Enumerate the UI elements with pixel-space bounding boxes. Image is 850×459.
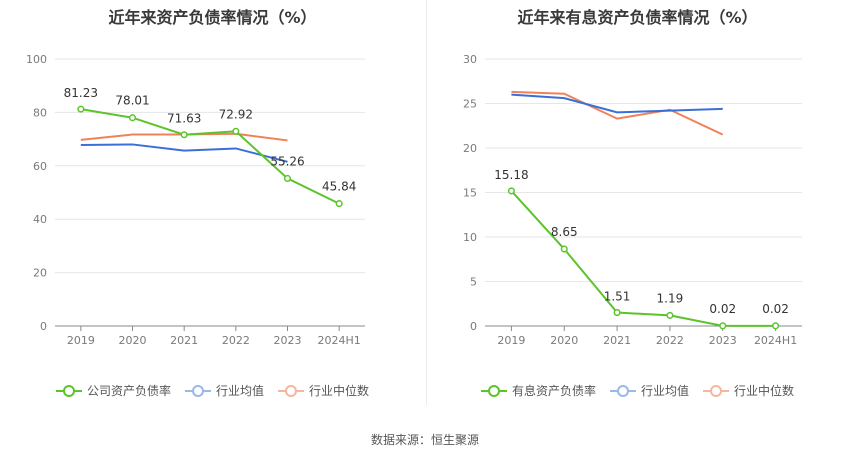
series-line-avg [80, 143, 288, 163]
x-tick-label: 2021 [603, 334, 631, 347]
y-tick-label: 25 [463, 98, 477, 111]
data-point[interactable] [128, 114, 137, 122]
chart-panel-interest-debt-ratio: 近年来有息资产负债率情况（%） 0 5 10 15 20 25 30 2019 2020 2021… [425, 0, 850, 420]
legend-label: 行业均值 [640, 384, 689, 398]
data-label: 0.02 [762, 302, 789, 316]
series-line-company [510, 190, 776, 327]
legend-swatch-company [55, 384, 82, 398]
data-label: 45.84 [322, 180, 356, 194]
data-label: 1.51 [604, 290, 631, 304]
chart-title: 近年来有息资产负债率情况（%） [517, 8, 758, 27]
legend-label: 公司资产负债率 [86, 384, 171, 398]
x-tick-label: 2023 [274, 334, 302, 347]
data-label: 1.19 [657, 291, 684, 305]
legend-swatch-company [480, 384, 507, 398]
data-point[interactable] [283, 174, 292, 183]
series-line-company [80, 108, 340, 205]
legend-swatch-avg [609, 384, 636, 398]
legend-item-industry-median[interactable]: 行业中位数 [278, 382, 369, 399]
legend-swatch-median [703, 384, 729, 398]
y-tick-label: 30 [463, 53, 477, 66]
data-point[interactable] [560, 245, 568, 253]
y-tick-label: 60 [33, 160, 47, 173]
data-point[interactable] [772, 322, 780, 330]
y-tick-label: 15 [463, 187, 477, 200]
y-tick-label: 40 [33, 213, 47, 226]
x-tick-label: 2024H1 [754, 334, 797, 347]
x-tick-label: 2020 [119, 334, 147, 347]
legend-label: 行业均值 [215, 384, 264, 398]
legend-item-industry-avg[interactable]: 行业均值 [184, 382, 264, 399]
data-label: 55.26 [270, 154, 304, 168]
chart-plot-interest-debt-ratio: 0 5 10 15 20 25 30 2019 2020 2021 2022 2023 2024H1 15… [463, 53, 802, 347]
legend-swatch-avg [184, 384, 211, 398]
data-label: 0.02 [709, 302, 736, 316]
data-label: 71.63 [167, 112, 201, 126]
data-label: 8.65 [551, 225, 578, 239]
chart-panel-debt-ratio: 近年来资产负债率情况（%） 0 20 40 60 80 100 2019 2020 2021 20… [0, 0, 425, 420]
legend: 有息资产负债率 行业均值 行业中位数 [425, 382, 850, 399]
legend-swatch-median [278, 384, 304, 398]
x-tick-label: 2022 [656, 334, 684, 347]
x-tick-label: 2021 [170, 334, 198, 347]
y-tick-label: 80 [33, 106, 47, 119]
data-point[interactable] [507, 187, 515, 195]
data-point[interactable] [719, 322, 727, 330]
legend-item-company[interactable]: 有息资产负债率 [480, 382, 596, 399]
y-tick-label: 100 [26, 53, 47, 66]
x-tick-label: 2020 [550, 334, 578, 347]
legend: 公司资产负债率 行业均值 行业中位数 [0, 382, 425, 399]
data-point[interactable] [232, 127, 240, 135]
data-point[interactable] [666, 311, 674, 319]
legend-label: 行业中位数 [734, 384, 795, 398]
y-tick-label: 5 [470, 276, 477, 289]
data-label: 81.23 [64, 86, 98, 100]
x-tick-label: 2019 [497, 334, 525, 347]
x-tick-label: 2019 [67, 334, 95, 347]
y-tick-label: 0 [470, 320, 477, 333]
legend-label: 行业中位数 [309, 384, 370, 398]
series-line-median [511, 90, 724, 136]
y-tick-label: 20 [33, 267, 47, 280]
panel-divider [426, 0, 427, 405]
data-point[interactable] [613, 309, 621, 317]
y-tick-label: 20 [463, 142, 477, 155]
legend-label: 有息资产负债率 [511, 384, 596, 398]
chart-title: 近年来资产负债率情况（%） [108, 8, 317, 27]
data-point[interactable] [335, 200, 343, 208]
legend-item-industry-median[interactable]: 行业中位数 [703, 382, 794, 399]
data-source-note: 数据来源：恒生聚源 [370, 433, 479, 447]
y-tick-label: 0 [40, 320, 47, 333]
data-point[interactable] [77, 105, 85, 113]
y-tick-label: 10 [463, 231, 477, 244]
data-label: 15.18 [494, 168, 528, 182]
legend-item-industry-avg[interactable]: 行业均值 [609, 382, 689, 399]
data-point[interactable] [180, 131, 188, 139]
data-label: 72.92 [219, 107, 253, 121]
legend-item-company[interactable]: 公司资产负债率 [55, 382, 171, 399]
x-tick-label: 2024H1 [318, 334, 361, 347]
series-line-avg [511, 93, 723, 114]
x-tick-label: 2023 [709, 334, 737, 347]
x-tick-label: 2022 [222, 334, 250, 347]
chart-plot-debt-ratio: 0 20 40 60 80 100 2019 2020 2021 2022 2023 2024H1 81… [26, 53, 365, 347]
data-label: 78.01 [115, 94, 149, 108]
